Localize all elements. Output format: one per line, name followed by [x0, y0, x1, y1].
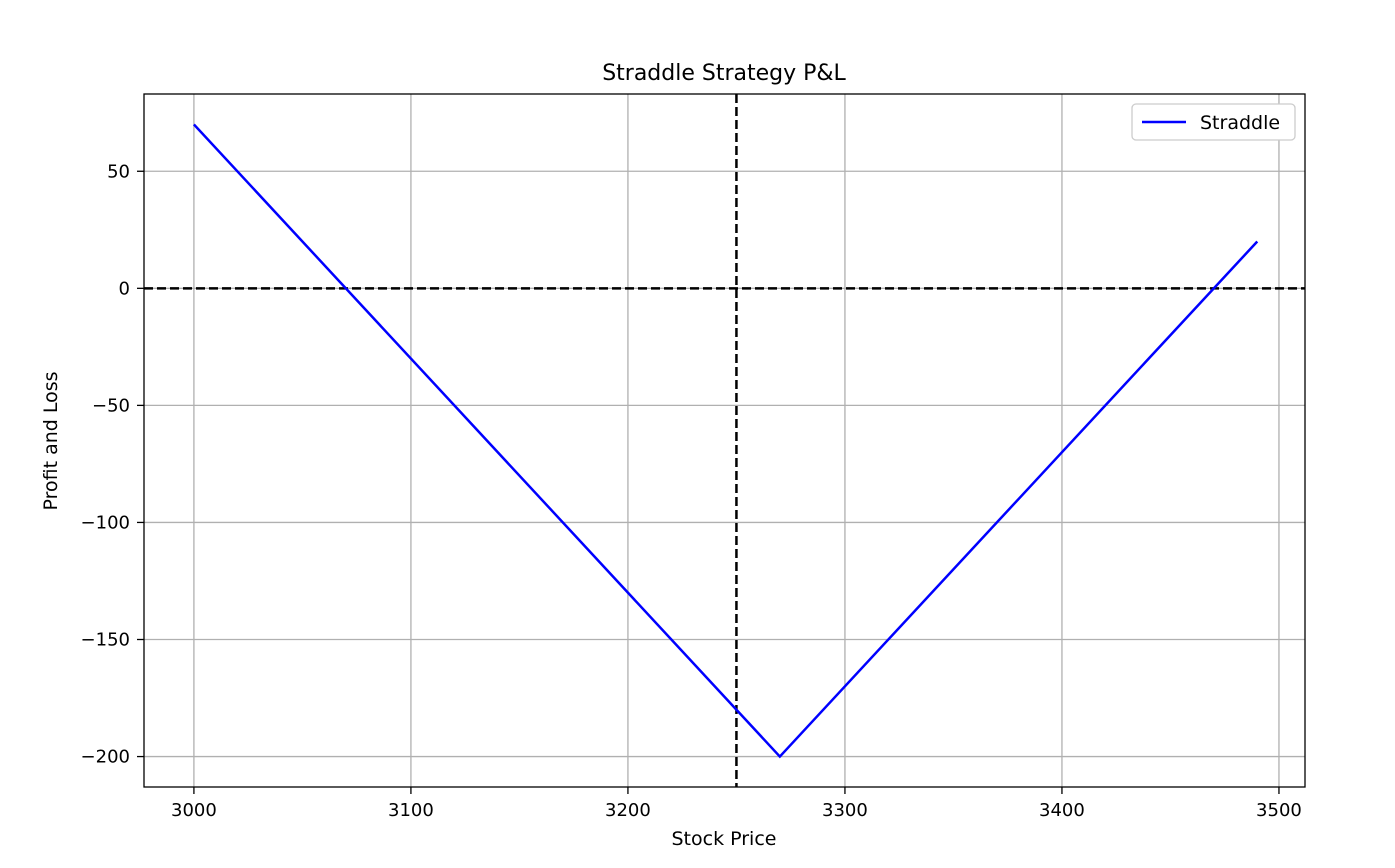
y-tick-label: −200 — [81, 747, 130, 768]
y-tick-label: −150 — [81, 630, 130, 651]
y-axis: 50 0 −50 −100 −150 −200 — [81, 161, 144, 768]
y-axis-label: Profit and Loss — [40, 371, 62, 510]
x-tick-label: 3500 — [1256, 800, 1302, 821]
grid-layer — [144, 94, 1305, 787]
y-tick-label: −100 — [81, 512, 130, 533]
x-tick-label: 3100 — [388, 800, 434, 821]
legend-box — [1131, 103, 1296, 141]
y-tick-label: −50 — [92, 395, 130, 416]
x-tick-label: 3000 — [171, 800, 217, 821]
legend-label-straddle: Straddle — [1200, 112, 1280, 134]
legend: Straddle — [1131, 103, 1296, 141]
y-tick-label: 50 — [107, 161, 130, 182]
chart-title: Straddle Strategy P&L — [602, 61, 846, 86]
x-tick-label: 3200 — [605, 800, 651, 821]
series-line-straddle — [192, 123, 1259, 759]
x-tick-label: 3300 — [822, 800, 868, 821]
y-tick-label: 0 — [119, 278, 130, 299]
reference-lines — [144, 94, 1305, 787]
plot-frame — [143, 93, 1306, 788]
x-axis: 3000 3100 3200 3300 3400 3500 — [171, 787, 1302, 821]
x-tick-label: 3400 — [1039, 800, 1085, 821]
x-axis-label: Stock Price — [672, 828, 777, 850]
series-layer — [192, 123, 1259, 759]
